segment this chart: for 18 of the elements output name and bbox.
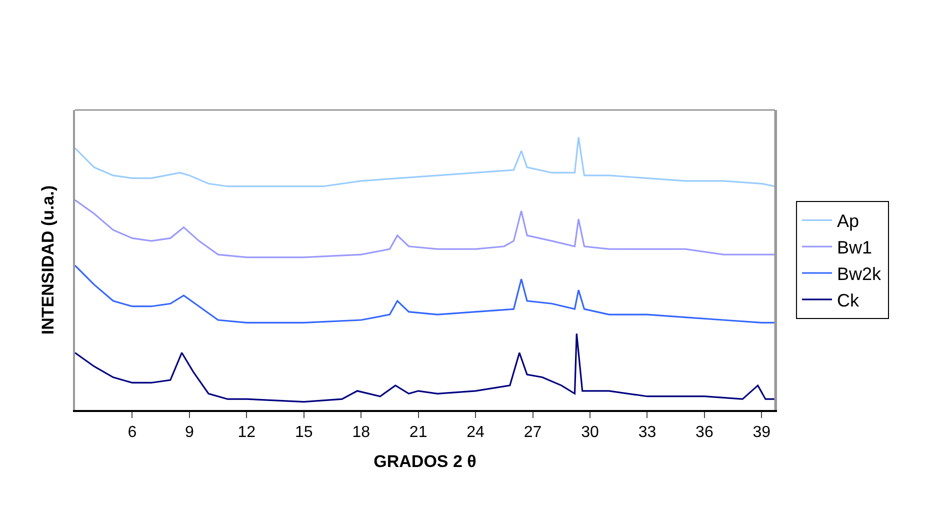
x-tick-label: 33: [638, 424, 656, 442]
x-tick-label: 18: [352, 424, 370, 442]
legend-label: Bw2k: [837, 264, 882, 284]
y-axis-title: INTENSIDAD (u.a.): [38, 185, 58, 335]
legend-label: Ck: [837, 290, 860, 310]
x-tick-label: 30: [581, 424, 599, 442]
x-tick-label: 24: [466, 424, 485, 442]
x-tick-label: 6: [128, 424, 137, 442]
x-tick-label: 36: [696, 424, 714, 442]
x-tick-label: 21: [409, 424, 428, 442]
legend-label: Bw1: [837, 238, 872, 258]
x-tick-label: 12: [238, 424, 256, 442]
x-tick-label: 39: [752, 424, 771, 442]
x-tick-label: 27: [524, 424, 542, 442]
x-tick-label: 9: [184, 424, 194, 442]
x-axis-title: GRADOS 2 θ: [374, 452, 476, 472]
legend-label: Ap: [837, 211, 860, 232]
x-tick-label: 15: [294, 424, 313, 442]
